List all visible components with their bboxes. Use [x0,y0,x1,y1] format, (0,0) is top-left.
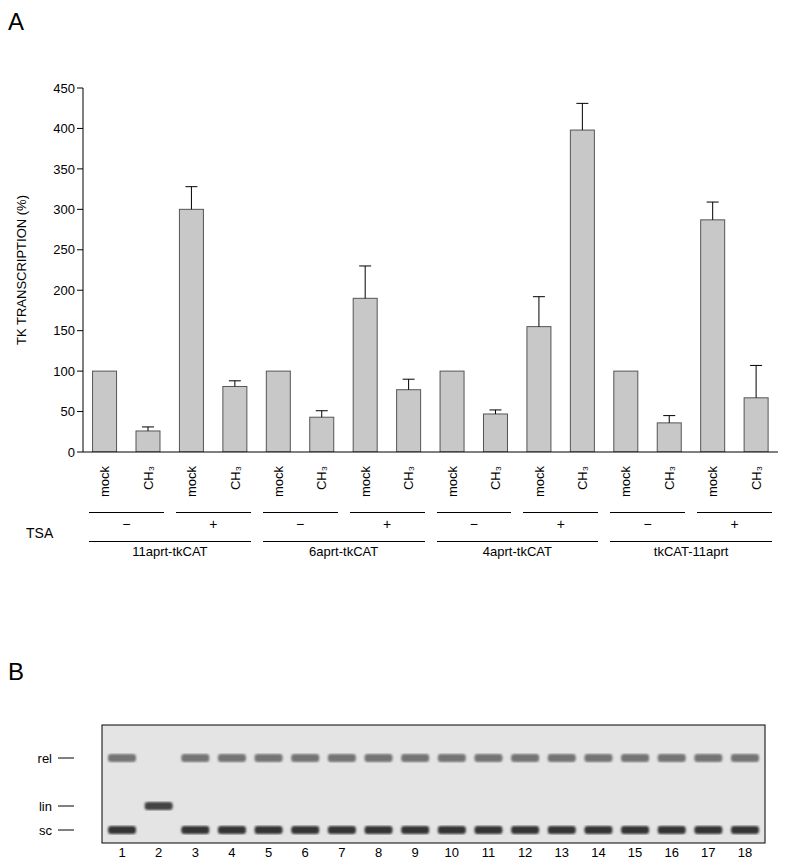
svg-text:CH₃: CH₃ [662,466,677,490]
svg-text:CH₃: CH₃ [141,466,156,490]
svg-text:11: 11 [482,845,496,860]
svg-text:400: 400 [53,121,75,136]
svg-text:8: 8 [375,845,382,860]
svg-text:350: 350 [53,162,75,177]
svg-text:6: 6 [302,845,309,860]
svg-text:mock: mock [358,466,373,498]
svg-text:15: 15 [628,845,642,860]
svg-text:mock: mock [97,466,112,498]
svg-text:CH₃: CH₃ [228,466,243,490]
svg-text:7: 7 [338,845,345,860]
svg-text:3: 3 [192,845,199,860]
svg-text:18: 18 [738,845,752,860]
svg-text:sc: sc [39,823,53,838]
svg-text:100: 100 [53,364,75,379]
svg-text:16: 16 [664,845,678,860]
svg-text:0: 0 [68,445,75,460]
svg-text:13: 13 [555,845,569,860]
svg-text:mock: mock [705,466,720,498]
svg-text:CH₃: CH₃ [749,466,764,490]
svg-text:450: 450 [53,81,75,96]
svg-text:2: 2 [155,845,162,860]
svg-text:CH₃: CH₃ [314,466,329,490]
svg-text:CH₃: CH₃ [401,466,416,490]
svg-text:mock: mock [184,466,199,498]
svg-text:50: 50 [61,404,75,419]
svg-text:TK TRANSCRIPTION (%): TK TRANSCRIPTION (%) [14,195,29,345]
svg-text:mock: mock [532,466,547,498]
svg-text:CH₃: CH₃ [488,466,503,490]
svg-text:10: 10 [445,845,459,860]
svg-text:12: 12 [518,845,532,860]
svg-text:CH₃: CH₃ [575,466,590,490]
svg-text:mock: mock [445,466,460,498]
svg-text:9: 9 [412,845,419,860]
svg-text:1: 1 [118,845,125,860]
svg-text:mock: mock [271,466,286,498]
svg-text:4: 4 [228,845,235,860]
svg-text:17: 17 [701,845,715,860]
html-text:A: A [8,8,24,35]
svg-text:200: 200 [53,283,75,298]
html-text:11aprt-tkCAT: 11aprt-tkCAT [132,544,208,559]
svg-text:250: 250 [53,242,75,257]
html-text:TSA: TSA [26,525,54,541]
svg-text:5: 5 [265,845,272,860]
svg-text:14: 14 [591,845,605,860]
svg-text:mock: mock [618,466,633,498]
html-text:4aprt-tkCAT: 4aprt-tkCAT [482,544,552,559]
svg-text:lin: lin [39,799,52,814]
html-text:B: B [8,658,24,685]
html-text:6aprt-tkCAT: 6aprt-tkCAT [309,544,379,559]
svg-text:150: 150 [53,323,75,338]
html-text:tkCAT-11aprt: tkCAT-11aprt [653,544,729,559]
svg-text:300: 300 [53,202,75,217]
svg-text:rel: rel [38,751,53,766]
